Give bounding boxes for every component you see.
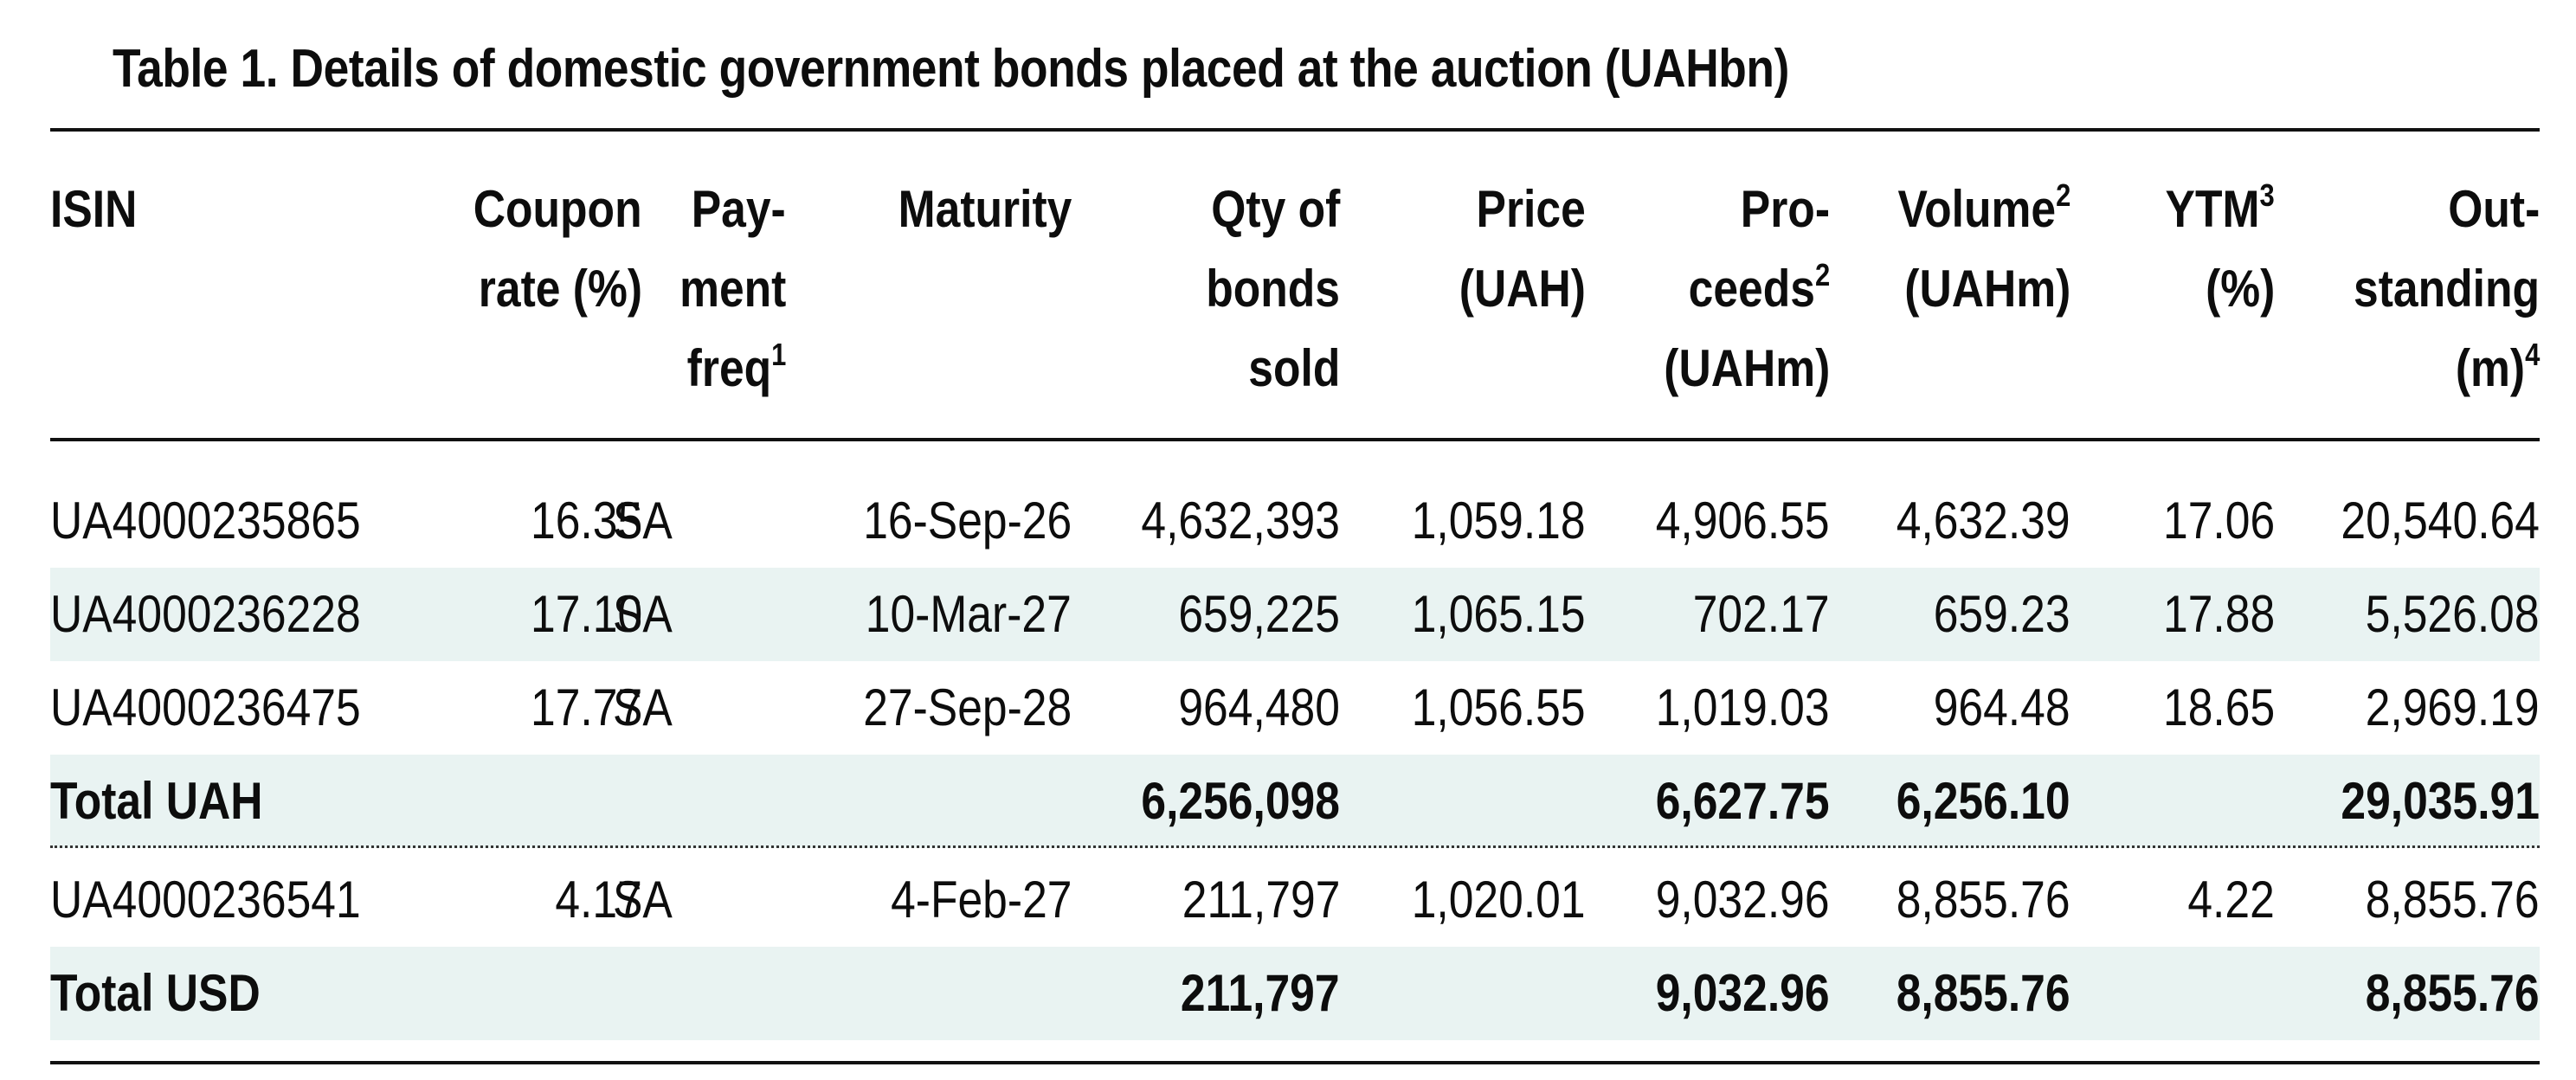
cell-freq: SA	[613, 492, 673, 550]
table-row: UA4000236541 4.17 SA 4-Feb-27 211,797 1,…	[50, 853, 2540, 947]
header-outstanding: Out- standing (m)4	[2354, 180, 2540, 397]
top-rule	[50, 128, 2540, 132]
cell-price: 1,059.18	[1412, 492, 1586, 550]
cell-volume: 4,632.39	[1897, 492, 2070, 550]
total-uah-outstanding: 29,035.91	[2341, 772, 2540, 830]
cell-isin: UA4000236475	[50, 678, 361, 736]
cell-proceeds: 1,019.03	[1656, 678, 1830, 736]
total-usd-label: Total USD	[50, 964, 261, 1022]
header-price: Price (UAH)	[1459, 180, 1586, 318]
cell-qty: 659,225	[1178, 585, 1340, 643]
cell-freq: SA	[613, 585, 673, 643]
cell-maturity: 10-Mar-27	[865, 585, 1072, 643]
cell-ytm: 4.22	[2187, 871, 2275, 929]
total-usd-qty: 211,797	[1181, 964, 1340, 1022]
cell-price: 1,056.55	[1412, 678, 1586, 736]
cell-ytm: 18.65	[2162, 678, 2275, 736]
cell-freq: SA	[613, 678, 673, 736]
cell-coupon: 4.17	[555, 871, 642, 929]
table-row: UA4000235865 16.35 SA 16-Sep-26 4,632,39…	[50, 474, 2540, 568]
total-usd-volume: 8,855.76	[1897, 964, 2070, 1022]
cell-qty: 964,480	[1178, 678, 1340, 736]
header-coupon-rate: Coupon rate (%)	[473, 180, 642, 318]
cell-freq: SA	[613, 871, 673, 929]
cell-outstanding: 5,526.08	[2366, 585, 2540, 643]
cell-outstanding: 2,969.19	[2366, 678, 2540, 736]
cell-qty: 4,632,393	[1141, 492, 1340, 550]
cell-proceeds: 9,032.96	[1656, 871, 1830, 929]
header-payment-freq: Pay- ment freq1	[679, 180, 786, 397]
cell-qty: 211,797	[1182, 871, 1340, 929]
table-row: UA4000236228 17.10 SA 10-Mar-27 659,225 …	[50, 568, 2540, 661]
total-uah-label: Total UAH	[50, 772, 263, 830]
cell-proceeds: 702.17	[1693, 585, 1830, 643]
cell-price: 1,020.01	[1412, 871, 1586, 929]
cell-volume: 964.48	[1934, 678, 2070, 736]
total-uah-proceeds: 6,627.75	[1656, 772, 1830, 830]
cell-ytm: 17.88	[2162, 585, 2275, 643]
cell-maturity: 27-Sep-28	[863, 678, 1072, 736]
cell-outstanding: 20,540.64	[2341, 492, 2540, 550]
cell-maturity: 16-Sep-26	[863, 492, 1072, 550]
total-uah-qty: 6,256,098	[1141, 772, 1340, 830]
header-proceeds: Pro- ceeds2 (UAHm)	[1663, 180, 1830, 397]
total-usd-row: Total USD 211,797 9,032.96 8,855.76 8,85…	[50, 947, 2540, 1040]
header-rule	[50, 438, 2540, 441]
bottom-rule	[50, 1061, 2540, 1064]
cell-isin: UA4000235865	[50, 492, 361, 550]
header-maturity: Maturity	[898, 180, 1072, 238]
cell-proceeds: 4,906.55	[1656, 492, 1830, 550]
cell-isin: UA4000236541	[50, 871, 361, 929]
cell-coupon: 17.77	[530, 678, 642, 736]
total-uah-row: Total UAH 6,256,098 6,627.75 6,256.10 29…	[50, 755, 2540, 848]
table-row: UA4000236475 17.77 SA 27-Sep-28 964,480 …	[50, 661, 2540, 755]
total-uah-volume: 6,256.10	[1897, 772, 2070, 830]
table-title: Table 1. Details of domestic government …	[113, 38, 1789, 100]
table-title-text: Table 1. Details of domestic government …	[113, 39, 1789, 99]
cell-coupon: 17.10	[530, 585, 642, 643]
cell-price: 1,065.15	[1412, 585, 1586, 643]
cell-isin: UA4000236228	[50, 585, 361, 643]
header-ytm: YTM3 (%)	[2165, 177, 2275, 318]
header-qty-sold: Qty of bonds sold	[1206, 180, 1340, 397]
total-usd-outstanding: 8,855.76	[2366, 964, 2540, 1022]
total-usd-proceeds: 9,032.96	[1656, 964, 1830, 1022]
cell-volume: 8,855.76	[1897, 871, 2070, 929]
cell-ytm: 17.06	[2162, 492, 2275, 550]
header-volume: Volume2 (UAHm)	[1897, 177, 2070, 318]
cell-coupon: 16.35	[530, 492, 642, 550]
cell-outstanding: 8,855.76	[2366, 871, 2540, 929]
cell-maturity: 4-Feb-27	[890, 871, 1072, 929]
header-isin: ISIN	[50, 180, 138, 238]
cell-volume: 659.23	[1934, 585, 2070, 643]
